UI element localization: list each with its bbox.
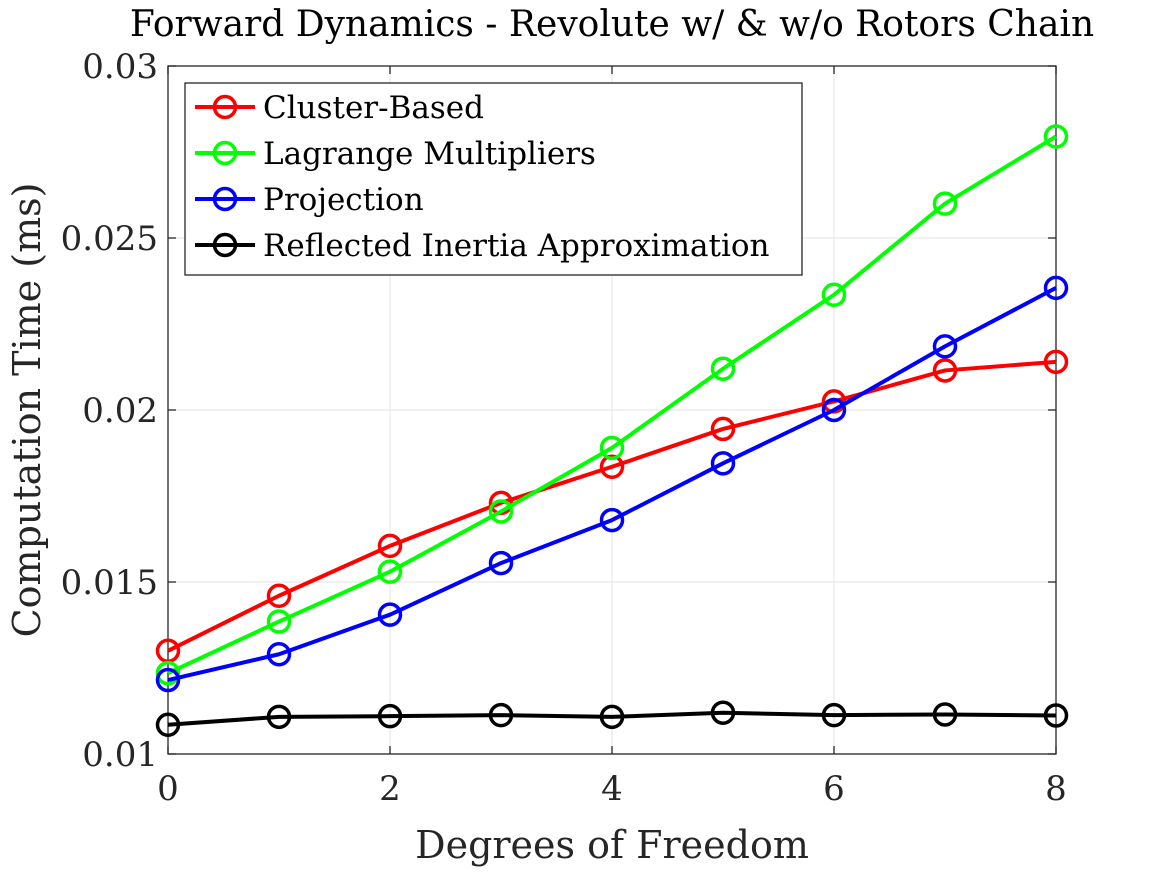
data-point — [599, 454, 625, 480]
series-line — [167, 359, 1057, 653]
data-point — [266, 704, 292, 730]
legend-label: Projection — [263, 182, 424, 218]
data-point — [932, 334, 958, 359]
data-point — [1043, 703, 1069, 728]
data-point — [821, 397, 847, 423]
data-point — [710, 416, 736, 442]
series-3 — [155, 700, 1069, 738]
data-point — [155, 660, 181, 686]
legend-label: Reflected Inertia Approximation — [263, 228, 770, 264]
legend-item: Lagrange Multipliers — [195, 136, 596, 172]
legend-label: Cluster-Based — [263, 90, 484, 126]
x-tick-label: 8 — [1045, 769, 1067, 809]
x-tick-label: 0 — [157, 769, 179, 809]
legend-label: Lagrange Multipliers — [263, 136, 596, 172]
data-point — [1043, 349, 1069, 375]
legend-item: Projection — [195, 182, 424, 218]
series-layer — [155, 124, 1069, 738]
data-point — [488, 702, 514, 728]
data-point — [821, 282, 847, 308]
y-tick-label: 0.025 — [61, 219, 158, 259]
data-point — [1043, 124, 1069, 149]
data-point — [599, 435, 625, 461]
data-point — [599, 704, 625, 730]
data-point — [377, 559, 403, 584]
legend-item: Reflected Inertia Approximation — [195, 228, 770, 264]
y-tick-label: 0.01 — [82, 735, 158, 775]
legend-marker — [212, 140, 238, 166]
series-1 — [155, 124, 1069, 686]
legend-box — [184, 82, 803, 276]
legend-marker — [212, 94, 238, 120]
x-tick-label: 4 — [601, 769, 623, 809]
y-tick-label: 0.03 — [82, 47, 158, 87]
data-point — [377, 602, 403, 627]
chart-title: Forward Dynamics - Revolute w/ & w/o Rot… — [130, 4, 1094, 45]
legend-marker — [212, 186, 238, 212]
axes: 0 2 4 6 8 0.01 0.015 0.02 0.025 0.03 — [61, 47, 1067, 809]
legend-marker — [212, 232, 238, 258]
data-point — [821, 702, 847, 728]
legend-item: Cluster-Based — [195, 90, 484, 126]
legend: Cluster-Based Lagrange Multipliers Project… — [184, 82, 803, 276]
data-point — [266, 641, 292, 667]
x-axis-title: Degrees of Freedom — [415, 823, 809, 867]
data-point — [599, 507, 625, 533]
data-point — [1043, 275, 1069, 301]
data-point — [155, 667, 181, 693]
data-point — [710, 451, 736, 476]
data-point — [488, 550, 514, 576]
series-line — [167, 134, 1058, 675]
series-line — [167, 286, 1057, 682]
x-tick-label: 2 — [379, 769, 401, 809]
series-2 — [155, 275, 1069, 693]
data-point — [488, 499, 514, 524]
data-point — [266, 609, 292, 634]
data-point — [155, 712, 181, 738]
data-point — [266, 583, 292, 609]
y-tick-label: 0.02 — [82, 391, 158, 431]
data-point — [710, 700, 736, 725]
y-axis-title: Computation Time (ms) — [5, 183, 49, 638]
series-line — [167, 710, 1057, 727]
x-tick-label: 6 — [823, 769, 845, 809]
y-tick-label: 0.015 — [61, 563, 158, 603]
data-point — [932, 702, 958, 727]
data-point — [377, 703, 403, 729]
data-point — [710, 356, 736, 381]
data-point — [932, 358, 958, 383]
data-point — [377, 533, 403, 559]
data-point — [932, 191, 958, 216]
